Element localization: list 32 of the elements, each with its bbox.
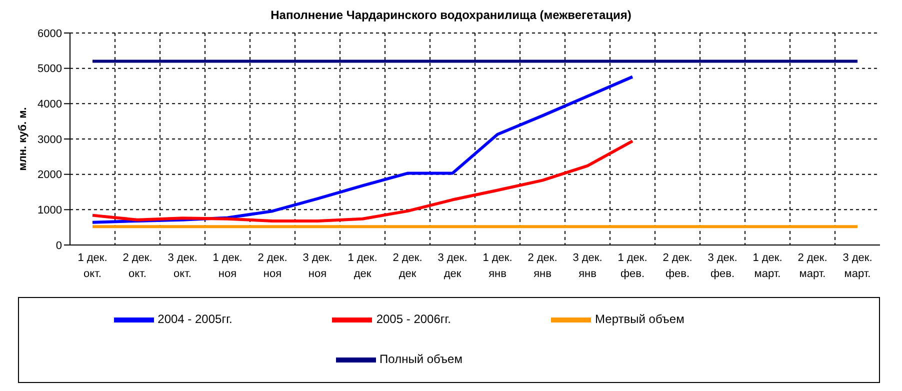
x-tick-label: 3 дек. фев. [708, 252, 738, 280]
x-tick-label: 3 дек. ноя [302, 252, 332, 280]
legend-label: Мертвый объем [595, 312, 684, 326]
x-tick-label: 3 дек. дек [438, 252, 468, 280]
legend-label: 2004 - 2005гг. [158, 312, 232, 326]
x-tick-label: 1 дек. март. [752, 252, 782, 280]
x-tick-label: 1 дек. дек [348, 252, 378, 280]
x-tick-label: 3 дек. март. [842, 252, 872, 280]
x-tick-label: 2 дек. окт. [122, 252, 152, 280]
x-tick-label: 1 дек. ноя [212, 252, 242, 280]
x-tick-label: 2 дек. дек [392, 252, 422, 280]
chart-title: Наполнение Чардаринского водохранилища (межвегетация) [270, 8, 632, 24]
y-tick-label: 2000 [38, 169, 62, 182]
y-axis-title: млн. куб. м. [16, 107, 29, 171]
x-tick-label: 2 дек. фев. [662, 252, 692, 280]
x-tick-label: 1 дек. фев. [618, 252, 648, 280]
x-tick-label: 3 дек. окт. [168, 252, 198, 280]
legend-label: 2005 - 2006гг. [376, 312, 452, 326]
line-series [91, 140, 634, 222]
y-tick-label: 1000 [38, 204, 62, 217]
y-tick-label: 0 [56, 240, 62, 252]
x-tick-label: 2 дек. март. [798, 252, 828, 280]
x-tick-label: 1 дек. окт. [78, 252, 108, 280]
x-tick-label: 2 дек. ноя [258, 252, 288, 280]
y-tick-label: 4000 [38, 98, 62, 111]
x-tick-label: 1 дек. янв [482, 252, 512, 280]
y-tick-label: 6000 [38, 28, 62, 40]
y-tick-label: 5000 [38, 63, 62, 76]
y-tick-label: 3000 [38, 134, 62, 146]
legend-label: Полный объем [380, 352, 462, 366]
x-tick-label: 2 дек. янв [528, 252, 558, 280]
x-tick-label: 3 дек. янв [572, 252, 602, 280]
